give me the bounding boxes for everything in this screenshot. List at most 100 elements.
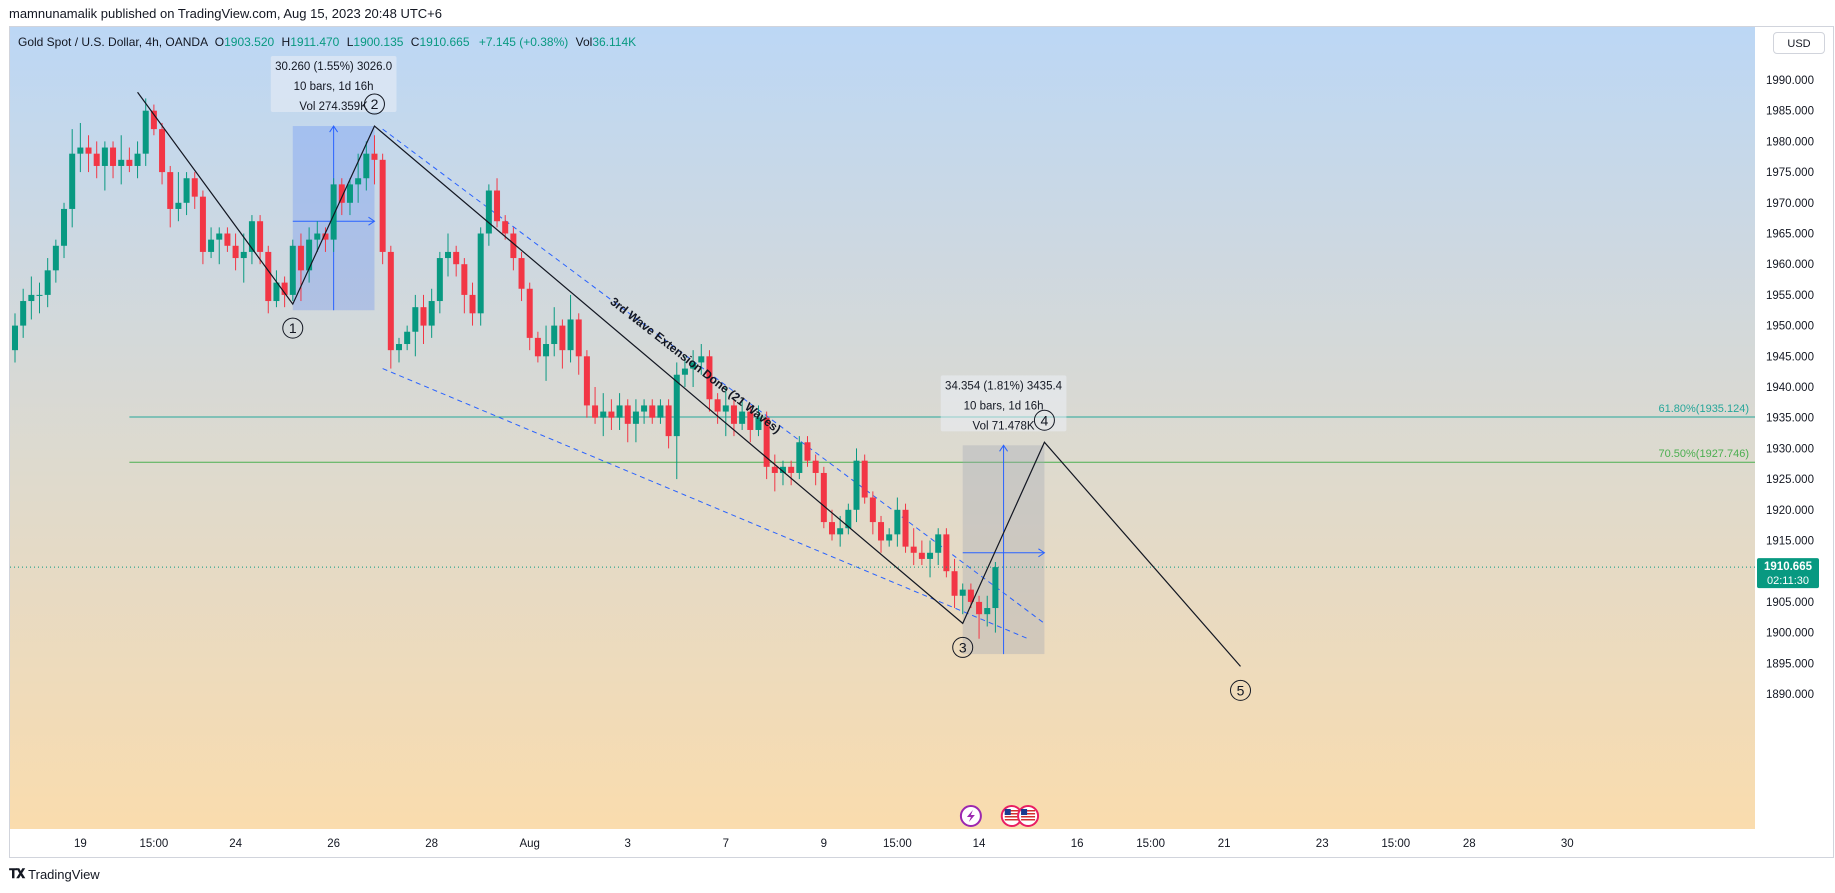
candle-body[interactable] (967, 589, 974, 602)
candle-body[interactable] (992, 567, 999, 609)
candle-body[interactable] (812, 460, 819, 473)
candle-body[interactable] (829, 522, 835, 535)
candle-body[interactable] (853, 460, 860, 510)
candle-body[interactable] (649, 405, 656, 418)
candle-body[interactable] (77, 147, 84, 154)
candle-body[interactable] (845, 509, 852, 529)
candle-body[interactable] (526, 288, 533, 338)
candle-body[interactable] (36, 294, 43, 296)
candle-body[interactable] (412, 307, 419, 332)
footer-brand[interactable]: 𝐓𝐗 TradingView (9, 866, 100, 882)
candle-body[interactable] (273, 282, 280, 302)
candle-body[interactable] (118, 159, 125, 166)
candle-body[interactable] (175, 202, 182, 209)
candle-body[interactable] (943, 534, 950, 572)
candle-body[interactable] (641, 405, 648, 412)
candle-body[interactable] (85, 147, 92, 154)
candle-body[interactable] (297, 245, 304, 271)
candle-body[interactable] (20, 301, 27, 326)
candle-body[interactable] (730, 405, 737, 424)
candle-body[interactable] (681, 368, 688, 375)
candle-body[interactable] (101, 147, 108, 166)
candle-body[interactable] (722, 405, 729, 412)
candle-body[interactable] (395, 344, 402, 351)
candle-body[interactable] (306, 239, 313, 271)
candle-body[interactable] (567, 319, 574, 351)
candle-body[interactable] (714, 399, 721, 412)
candle-body[interactable] (338, 184, 345, 203)
candle-body[interactable] (142, 110, 149, 154)
candle-body[interactable] (346, 184, 353, 203)
candle-body[interactable] (559, 325, 566, 351)
candle-body[interactable] (510, 233, 517, 259)
candle-body[interactable] (494, 190, 501, 222)
candle-body[interactable] (820, 472, 827, 523)
candle-body[interactable] (314, 233, 321, 240)
candle-body[interactable] (534, 337, 541, 357)
candle-body[interactable] (330, 184, 337, 240)
candle-body[interactable] (159, 129, 166, 173)
candle-body[interactable] (265, 251, 272, 302)
candle-body[interactable] (248, 221, 255, 252)
candle-body[interactable] (632, 411, 639, 424)
candle-body[interactable] (445, 251, 452, 259)
candle-body[interactable] (771, 466, 778, 473)
candle-body[interactable] (420, 307, 427, 326)
candle-body[interactable] (371, 153, 378, 160)
candle-body[interactable] (44, 270, 51, 295)
candle-body[interactable] (363, 153, 370, 179)
candle-body[interactable] (477, 233, 484, 314)
candle-body[interactable] (134, 153, 141, 166)
candle-body[interactable] (199, 196, 206, 252)
candle-body[interactable] (583, 356, 590, 406)
candle-body[interactable] (869, 497, 876, 523)
candle-body[interactable] (755, 417, 762, 430)
candle-body[interactable] (281, 282, 288, 295)
candle-body[interactable] (918, 552, 925, 559)
candle-body[interactable] (428, 301, 435, 326)
candle-body[interactable] (624, 405, 631, 424)
candle-body[interactable] (502, 221, 509, 234)
candle-body[interactable] (224, 233, 231, 246)
candle-body[interactable] (665, 405, 672, 437)
candle-body[interactable] (110, 147, 117, 166)
candle-body[interactable] (379, 159, 386, 252)
candle-body[interactable] (543, 344, 550, 357)
candle-body[interactable] (28, 294, 35, 302)
candle-body[interactable] (232, 245, 239, 259)
candle-body[interactable] (673, 374, 680, 437)
candle-body[interactable] (485, 190, 492, 234)
candle-body[interactable] (706, 356, 713, 400)
candle-body[interactable] (902, 509, 909, 547)
candle-body[interactable] (779, 466, 786, 473)
candle-body[interactable] (927, 552, 934, 559)
candle-body[interactable] (894, 509, 901, 535)
candle-body[interactable] (592, 405, 599, 418)
candle-body[interactable] (126, 159, 133, 166)
candle-body[interactable] (551, 325, 558, 345)
candle-body[interactable] (52, 245, 59, 271)
current-price-badge[interactable] (1757, 558, 1819, 589)
candle-body[interactable] (804, 442, 811, 461)
currency-button[interactable]: USD (1773, 32, 1825, 54)
candle-body[interactable] (61, 208, 68, 246)
candle-body[interactable] (453, 251, 460, 265)
candle-body[interactable] (837, 528, 844, 535)
candle-body[interactable] (183, 178, 190, 203)
candle-body[interactable] (93, 153, 100, 166)
candle-body[interactable] (690, 362, 697, 369)
candle-body[interactable] (861, 460, 868, 498)
candle-body[interactable] (289, 245, 296, 295)
candle-body[interactable] (518, 258, 525, 289)
candle-body[interactable] (600, 411, 607, 418)
candle-body[interactable] (216, 233, 223, 240)
candle-body[interactable] (788, 466, 795, 473)
candle-body[interactable] (739, 411, 746, 424)
candle-body[interactable] (12, 325, 18, 351)
candle-body[interactable] (951, 571, 958, 596)
candle-body[interactable] (167, 172, 174, 209)
candle-body[interactable] (436, 258, 443, 302)
candle-body[interactable] (910, 546, 917, 553)
candle-body[interactable] (984, 608, 991, 615)
candle-body[interactable] (150, 110, 157, 130)
